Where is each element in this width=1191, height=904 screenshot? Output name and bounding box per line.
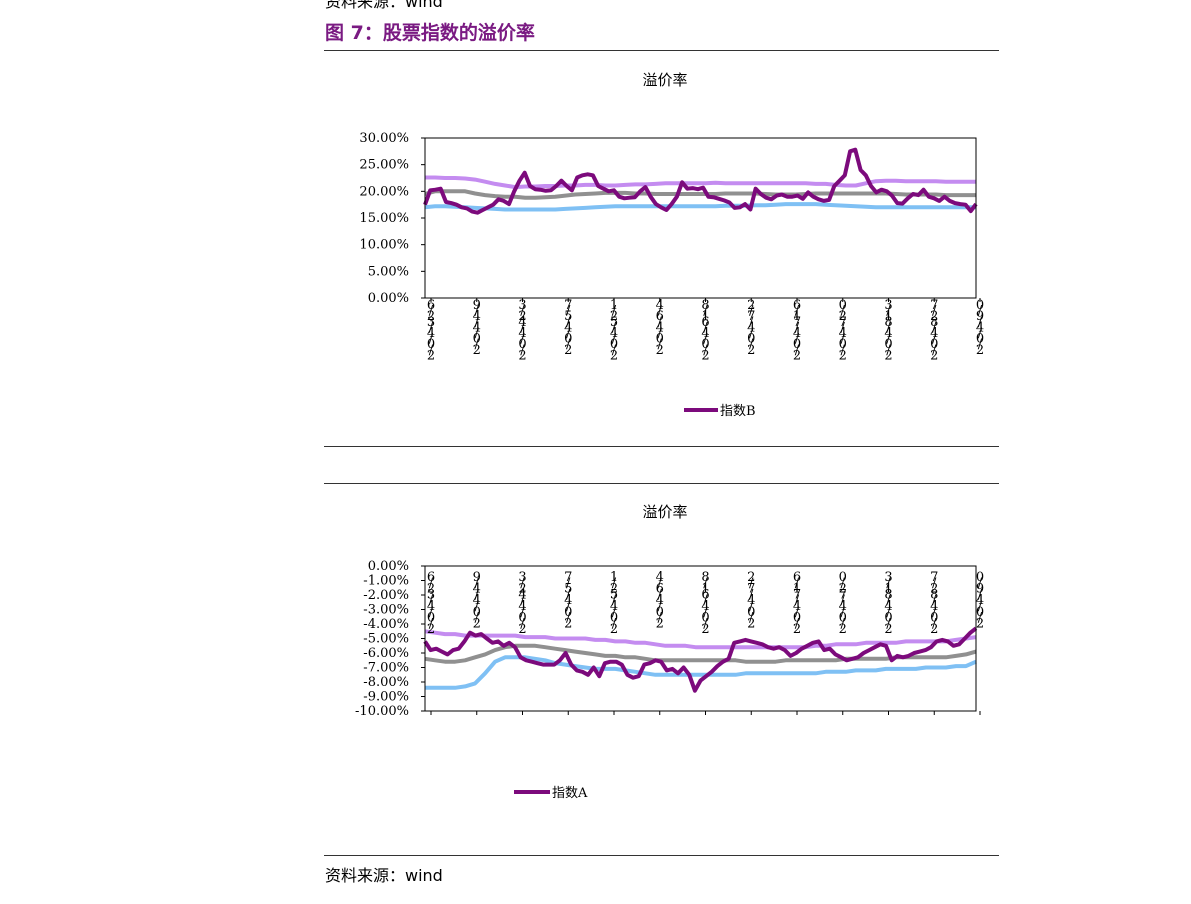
y-tick-label: -2.00% bbox=[363, 588, 409, 603]
y-tick-label: -8.00% bbox=[363, 675, 409, 690]
chart-title: 溢价率 bbox=[642, 503, 687, 521]
x-tick-label: 7/28/4/0/2 bbox=[930, 570, 938, 637]
series-line bbox=[424, 202, 976, 212]
y-tick-label: 30.00% bbox=[359, 131, 409, 146]
x-tick-label: 0/9/4/0/2 bbox=[976, 570, 984, 631]
y-tick-label: 5.00% bbox=[368, 264, 409, 279]
x-tick-label: 6/17/4/0/2 bbox=[793, 570, 801, 637]
y-tick-label: -5.00% bbox=[363, 632, 409, 647]
legend: 指数B bbox=[684, 404, 756, 419]
series-line bbox=[424, 189, 976, 200]
rule-mid-2 bbox=[324, 483, 999, 484]
x-tick-label: 3/18/4/0/2 bbox=[884, 298, 892, 363]
chart-premium-index-b: 溢价率 0.00% 5.00% 10.00% 15.00% 20.00% 25.00% 30… bbox=[359, 71, 984, 419]
x-tick-label: 9/4/4/0/2 bbox=[473, 298, 481, 358]
legend: 指数A bbox=[514, 786, 588, 801]
plot-frame bbox=[424, 137, 977, 299]
x-tick-label: 8/16/4/0/2 bbox=[701, 570, 709, 637]
series-line bbox=[423, 626, 978, 693]
x-tick-label: 4/6/4/0/2 bbox=[656, 570, 664, 631]
x-tick-label: 1/25/4/0/2 bbox=[610, 570, 618, 637]
y-tick-label: -6.00% bbox=[363, 646, 409, 661]
series-line bbox=[424, 629, 977, 650]
x-tick-label: 6/23/4/0/2 bbox=[427, 570, 435, 637]
x-tick-label: 3/24/4/0/2 bbox=[518, 570, 526, 637]
series-line bbox=[424, 643, 977, 664]
x-tick-label: 8/16/4/0/2 bbox=[701, 298, 709, 363]
x-tick-label: 3/18/4/0/2 bbox=[884, 570, 892, 637]
chart-title: 溢价率 bbox=[642, 71, 687, 89]
x-tick-label: 6/23/4/0/2 bbox=[427, 298, 435, 363]
y-tick-label: 0.00% bbox=[368, 559, 409, 574]
x-tick-label: 0/9/4/0/2 bbox=[976, 298, 984, 358]
y-tick-label: 25.00% bbox=[359, 158, 409, 173]
x-tick-label: 7/28/4/0/2 bbox=[930, 298, 938, 363]
y-tick-label: 15.00% bbox=[359, 211, 409, 226]
x-tick-label: 7/5/4/0/2 bbox=[564, 570, 572, 631]
x-tick-label: 1/25/4/0/2 bbox=[610, 298, 618, 363]
series-line bbox=[423, 147, 978, 215]
y-tick-label: 0.00% bbox=[368, 291, 409, 306]
legend-label: 指数B bbox=[720, 404, 756, 419]
rule-mid-1 bbox=[324, 446, 999, 447]
x-tick-label: 7/5/4/0/2 bbox=[564, 298, 572, 358]
figure-title: 图 7：股票指数的溢价率 bbox=[325, 22, 535, 44]
y-tick-label: -9.00% bbox=[363, 690, 409, 705]
y-tick-label: 20.00% bbox=[359, 184, 409, 199]
x-tick-label: 0/27/4/0/2 bbox=[839, 570, 847, 637]
rule-top bbox=[324, 50, 999, 51]
y-tick-label: -4.00% bbox=[363, 617, 409, 632]
plot-frame bbox=[424, 565, 977, 712]
x-tick-label: 4/6/4/0/2 bbox=[656, 298, 664, 358]
rule-bottom bbox=[324, 855, 999, 856]
series-line bbox=[425, 175, 976, 190]
x-tick-label: 3/24/4/0/2 bbox=[518, 298, 526, 363]
x-tick-label: 9/4/4/0/2 bbox=[473, 570, 481, 631]
y-tick-label: -7.00% bbox=[363, 661, 409, 676]
y-tick-label: -10.00% bbox=[355, 704, 409, 719]
chart-premium-index-a: 溢价率 -10.00%-9.00%-8.00%-7.00%-6.00%-5.00… bbox=[355, 503, 984, 801]
previous-source-note: 资料来源：wind bbox=[325, 0, 443, 11]
legend-label: 指数A bbox=[552, 786, 588, 801]
x-tick-label: 0/27/4/0/2 bbox=[839, 298, 847, 363]
series-line bbox=[425, 655, 977, 690]
x-tick-label: 2/7/4/0/2 bbox=[747, 570, 755, 631]
y-tick-label: -1.00% bbox=[363, 574, 409, 589]
source-note: 资料来源：wind bbox=[325, 866, 443, 885]
y-tick-label: 10.00% bbox=[359, 238, 409, 253]
x-tick-label: 6/17/4/0/2 bbox=[793, 298, 801, 363]
y-tick-label: -3.00% bbox=[363, 603, 409, 618]
x-tick-label: 2/7/4/0/2 bbox=[747, 298, 755, 358]
